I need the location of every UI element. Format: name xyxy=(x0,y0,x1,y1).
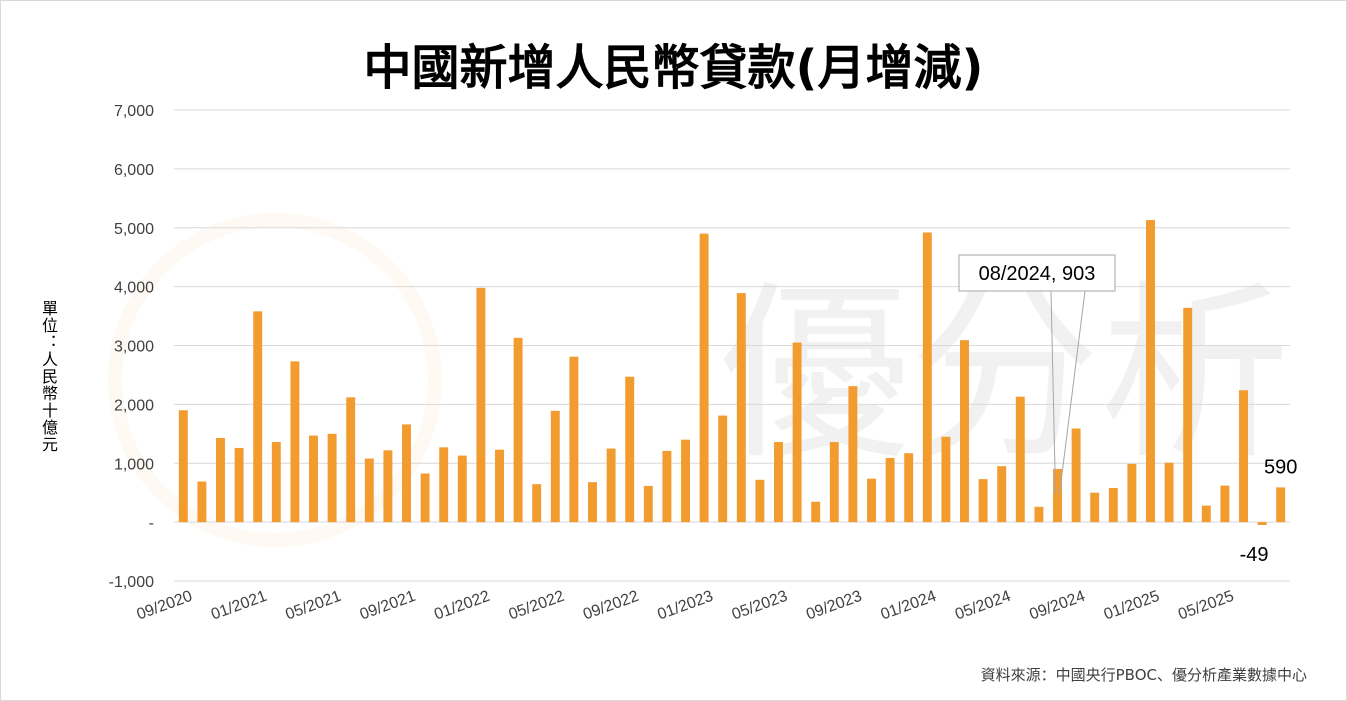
bar xyxy=(495,449,504,523)
y-tick-label: -1,000 xyxy=(109,574,154,591)
bar xyxy=(755,479,765,523)
bar xyxy=(960,340,969,523)
bar xyxy=(718,415,728,523)
bar xyxy=(848,386,858,523)
bar xyxy=(1220,485,1230,523)
bar xyxy=(1239,390,1248,523)
x-tick-label: 05/2022 xyxy=(506,588,566,624)
bar xyxy=(1034,506,1044,523)
bar xyxy=(922,232,932,523)
bar xyxy=(383,450,393,523)
callout-leader xyxy=(1050,290,1056,494)
data-label: 590 xyxy=(1264,456,1297,478)
bar xyxy=(1183,307,1193,523)
bar xyxy=(216,437,225,523)
bar xyxy=(1257,522,1267,526)
bar xyxy=(1127,463,1137,523)
bar xyxy=(885,457,895,523)
x-tick-label: 01/2022 xyxy=(432,588,492,624)
bar xyxy=(327,433,337,523)
x-tick-label: 09/2020 xyxy=(134,588,194,624)
bar xyxy=(1164,462,1174,523)
bar xyxy=(1201,505,1211,523)
bar xyxy=(1015,396,1025,523)
source-note: 資料來源：中國央行PBOC、優分析產業數據中心 xyxy=(980,666,1307,684)
data-label: -49 xyxy=(1240,544,1269,566)
bar xyxy=(792,342,802,523)
x-tick-label: 09/2022 xyxy=(581,588,641,624)
bar xyxy=(588,482,597,523)
x-tick-label: 05/2023 xyxy=(730,588,790,624)
y-tick-label: 7,000 xyxy=(114,103,154,120)
bar xyxy=(811,501,821,523)
bar xyxy=(1071,428,1081,523)
bar xyxy=(662,450,672,523)
bar xyxy=(643,485,653,523)
y-tick-label: 3,000 xyxy=(114,339,154,356)
bar xyxy=(234,447,244,523)
bar xyxy=(867,478,876,523)
y-tick-label: 1,000 xyxy=(114,456,154,473)
x-tick-label: 09/2024 xyxy=(1027,588,1087,624)
bar xyxy=(290,361,300,523)
x-tick-label: 09/2021 xyxy=(358,588,418,624)
bar xyxy=(941,436,951,523)
callout-leader xyxy=(1059,290,1086,495)
x-tick-label: 01/2024 xyxy=(878,588,938,624)
y-tick-label: - xyxy=(149,515,154,532)
bar xyxy=(550,410,560,523)
bar xyxy=(439,447,449,523)
bar xyxy=(681,439,690,523)
y-tick-label: 2,000 xyxy=(114,397,154,414)
x-tick-label: 01/2025 xyxy=(1102,588,1162,624)
bar xyxy=(997,466,1007,523)
bar xyxy=(178,410,188,523)
bar xyxy=(1090,492,1100,523)
bar xyxy=(513,337,523,523)
y-tick-label: 4,000 xyxy=(114,280,154,297)
x-tick-label: 05/2025 xyxy=(1176,588,1236,624)
y-tick-label: 6,000 xyxy=(114,162,154,179)
bar xyxy=(829,442,839,523)
x-tick-label: 05/2024 xyxy=(953,588,1013,624)
bar xyxy=(309,435,318,523)
bar xyxy=(774,442,783,523)
bar xyxy=(1276,487,1286,523)
x-tick-label: 01/2021 xyxy=(209,588,269,624)
bar xyxy=(364,458,374,523)
bar xyxy=(457,455,467,523)
x-tick-label: 05/2021 xyxy=(283,588,343,624)
bar xyxy=(402,424,411,523)
watermark-logo: 優分析 xyxy=(108,213,1290,547)
y-axis-label: 單位：人民幣十億元 xyxy=(39,300,58,453)
bar xyxy=(476,287,486,523)
bar xyxy=(625,376,635,523)
bar xyxy=(197,481,207,523)
chart-title: 中國新增人民幣貸款(月增減) xyxy=(363,40,984,96)
x-tick-label: 09/2023 xyxy=(804,588,864,624)
bar xyxy=(253,311,263,523)
bar xyxy=(978,479,988,523)
bar xyxy=(904,453,914,523)
bar xyxy=(1146,220,1155,523)
bar xyxy=(271,442,281,523)
y-tick-label: 5,000 xyxy=(114,221,154,238)
bar xyxy=(346,397,356,523)
x-tick-label: 01/2023 xyxy=(655,588,715,624)
bar xyxy=(569,356,579,523)
watermark-text: 優分析 xyxy=(720,264,1290,485)
bar xyxy=(532,484,542,523)
bar xyxy=(1108,487,1118,523)
bar xyxy=(420,473,430,523)
bar xyxy=(736,293,746,523)
callout-box xyxy=(958,254,1116,292)
bar xyxy=(606,448,616,523)
data-label: 08/2024, 903 xyxy=(979,263,1096,285)
bar xyxy=(1053,468,1062,523)
bar xyxy=(699,233,709,523)
